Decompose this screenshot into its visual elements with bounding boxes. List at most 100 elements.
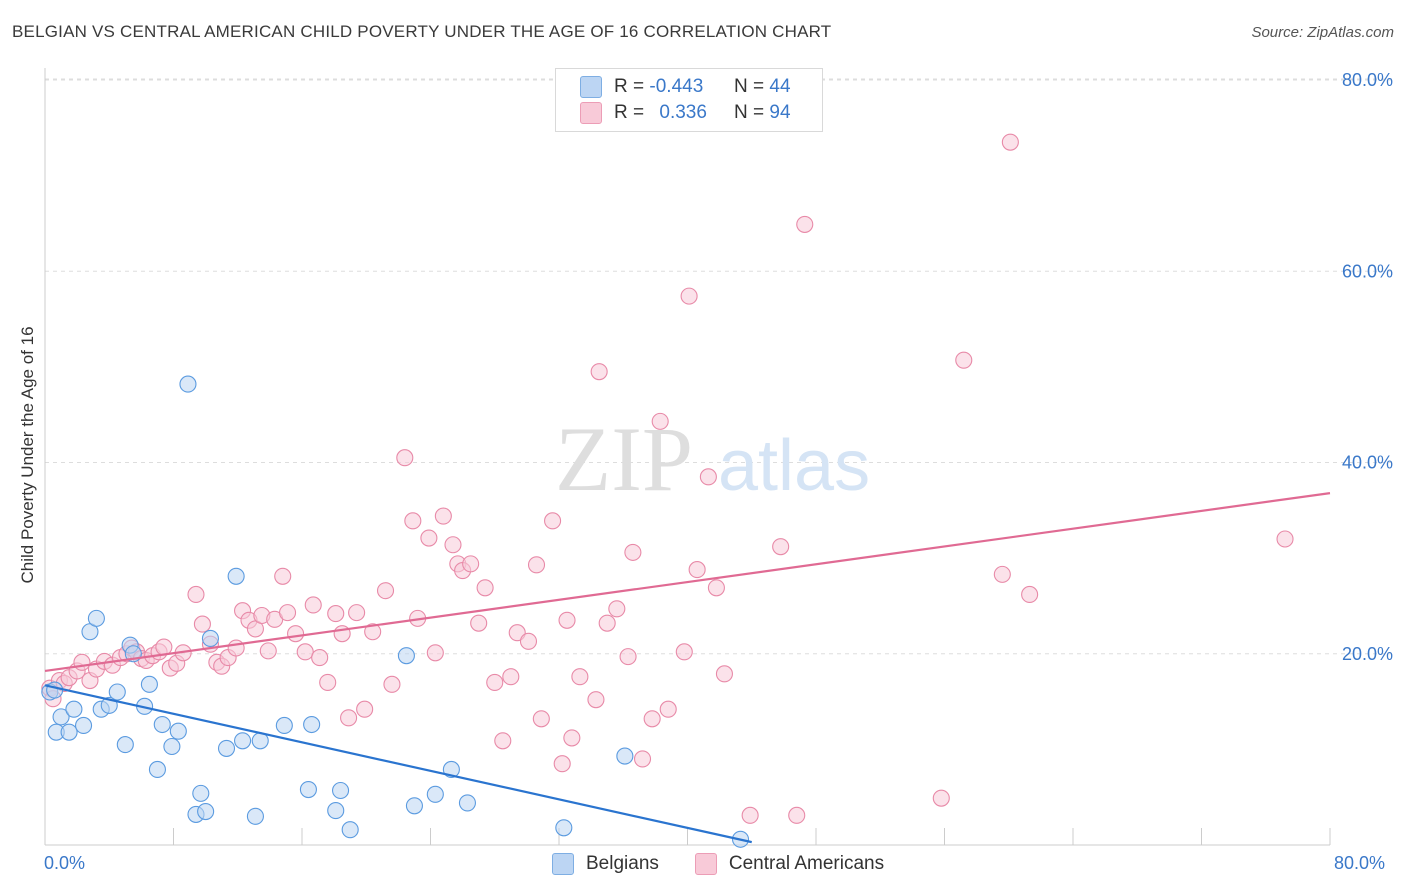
legend-swatch-central-americans <box>694 853 717 875</box>
central-american-point <box>699 468 717 486</box>
central-american-point <box>420 529 438 547</box>
belgian-point <box>60 723 78 741</box>
central-american-point <box>340 709 358 727</box>
central-american-point <box>955 351 973 369</box>
belgian-point <box>116 736 134 754</box>
central-american-point <box>364 623 382 641</box>
legend-label-central-americans: Central Americans <box>728 853 885 874</box>
y-tick-label: 80.0% <box>1342 70 1393 90</box>
central-american-point <box>383 675 401 693</box>
belgian-point <box>148 760 166 779</box>
belgian-point <box>458 794 476 812</box>
x-tick-label-max: 80.0% <box>1334 853 1386 873</box>
central-american-point <box>624 543 642 561</box>
y-tick-label: 40.0% <box>1342 453 1393 473</box>
central-american-point <box>304 596 322 614</box>
central-american-point <box>327 605 345 623</box>
central-american-point <box>434 507 452 525</box>
central-american-point <box>741 806 759 824</box>
central-american-point <box>659 700 677 718</box>
correlation-legend: R = -0.443 N = 44 R = 0.336 N = 94 <box>555 68 823 132</box>
series-legend: Belgians Central Americans <box>552 852 920 876</box>
central-american-point <box>462 555 480 573</box>
n-label: N = <box>734 102 765 123</box>
y-tick-label: 60.0% <box>1342 261 1393 281</box>
legend-swatch-belgians <box>552 853 574 875</box>
central-american-point <box>527 556 546 574</box>
y-tick-label: 20.0% <box>1342 644 1393 664</box>
central-american-point <box>788 806 806 824</box>
central-american-point <box>187 585 205 604</box>
central-american-point <box>73 653 91 671</box>
central-american-point <box>193 615 211 633</box>
r-value-central-americans: 0.336 <box>659 102 707 123</box>
belgian-point <box>153 715 171 734</box>
belgian-point <box>217 739 236 757</box>
central-american-point <box>278 604 297 622</box>
belgian-point <box>192 784 210 802</box>
belgian-point <box>52 708 70 726</box>
central-american-point <box>707 579 725 597</box>
belgian-point <box>75 716 93 735</box>
belgian-point <box>397 647 415 665</box>
central-american-point <box>571 668 589 686</box>
legend-row-central-americans: R = 0.336 N = 94 <box>580 101 804 125</box>
central-american-point <box>259 642 277 660</box>
central-american-point <box>598 614 616 632</box>
r-label: R = <box>614 76 645 97</box>
central-american-point <box>476 579 494 597</box>
belgian-point <box>65 700 83 718</box>
central-american-point <box>715 665 733 683</box>
central-american-point <box>651 412 669 430</box>
central-american-point <box>227 639 245 657</box>
belgian-point <box>169 722 187 740</box>
central-american-point <box>296 643 314 661</box>
central-american-point <box>287 625 305 643</box>
central-american-point <box>587 691 605 709</box>
central-american-point <box>426 644 444 662</box>
central-american-point <box>444 536 462 554</box>
belgian-point <box>201 629 219 648</box>
belgian-point <box>246 807 264 825</box>
belgian-point <box>87 609 105 627</box>
central-american-point <box>1276 530 1294 548</box>
belgian-point <box>227 567 245 585</box>
central-american-point <box>376 582 395 600</box>
central-american-point <box>608 600 626 618</box>
central-american-point <box>508 624 526 642</box>
central-american-point <box>1021 585 1039 604</box>
chart-title: BELGIAN VS CENTRAL AMERICAN CHILD POVERT… <box>12 22 832 41</box>
belgian-point <box>616 747 634 765</box>
legend-swatch-central-americans <box>580 102 602 124</box>
central-american-point <box>680 287 698 305</box>
belgian-point <box>179 375 197 393</box>
belgian-point <box>299 780 317 799</box>
legend-swatch-belgians <box>580 76 602 98</box>
r-label: R = <box>614 102 645 123</box>
belgian-point <box>331 781 350 800</box>
central-american-point <box>675 643 693 661</box>
central-american-point <box>319 673 337 691</box>
central-american-point <box>494 732 512 750</box>
central-american-point <box>590 363 608 381</box>
r-value-belgians: -0.443 <box>649 76 704 97</box>
central-american-point <box>274 567 292 585</box>
x-tick-label-min: 0.0% <box>44 853 86 873</box>
belgian-trend-line <box>44 684 752 844</box>
legend-item-central-americans: Central Americans <box>694 853 885 875</box>
belgian-point <box>341 821 359 839</box>
central-american-point <box>796 215 814 233</box>
belgian-point <box>108 683 126 701</box>
central-american-trend-line <box>44 492 1331 673</box>
central-american-point <box>563 729 581 747</box>
central-american-point <box>993 565 1011 583</box>
belgian-point <box>140 675 158 693</box>
belgian-point <box>426 785 444 803</box>
belgian-point <box>275 716 293 735</box>
central-american-point <box>688 561 706 579</box>
central-american-point <box>311 649 329 667</box>
belgian-point <box>405 797 423 815</box>
legend-item-belgians: Belgians <box>552 853 659 875</box>
central-american-point <box>519 632 538 650</box>
